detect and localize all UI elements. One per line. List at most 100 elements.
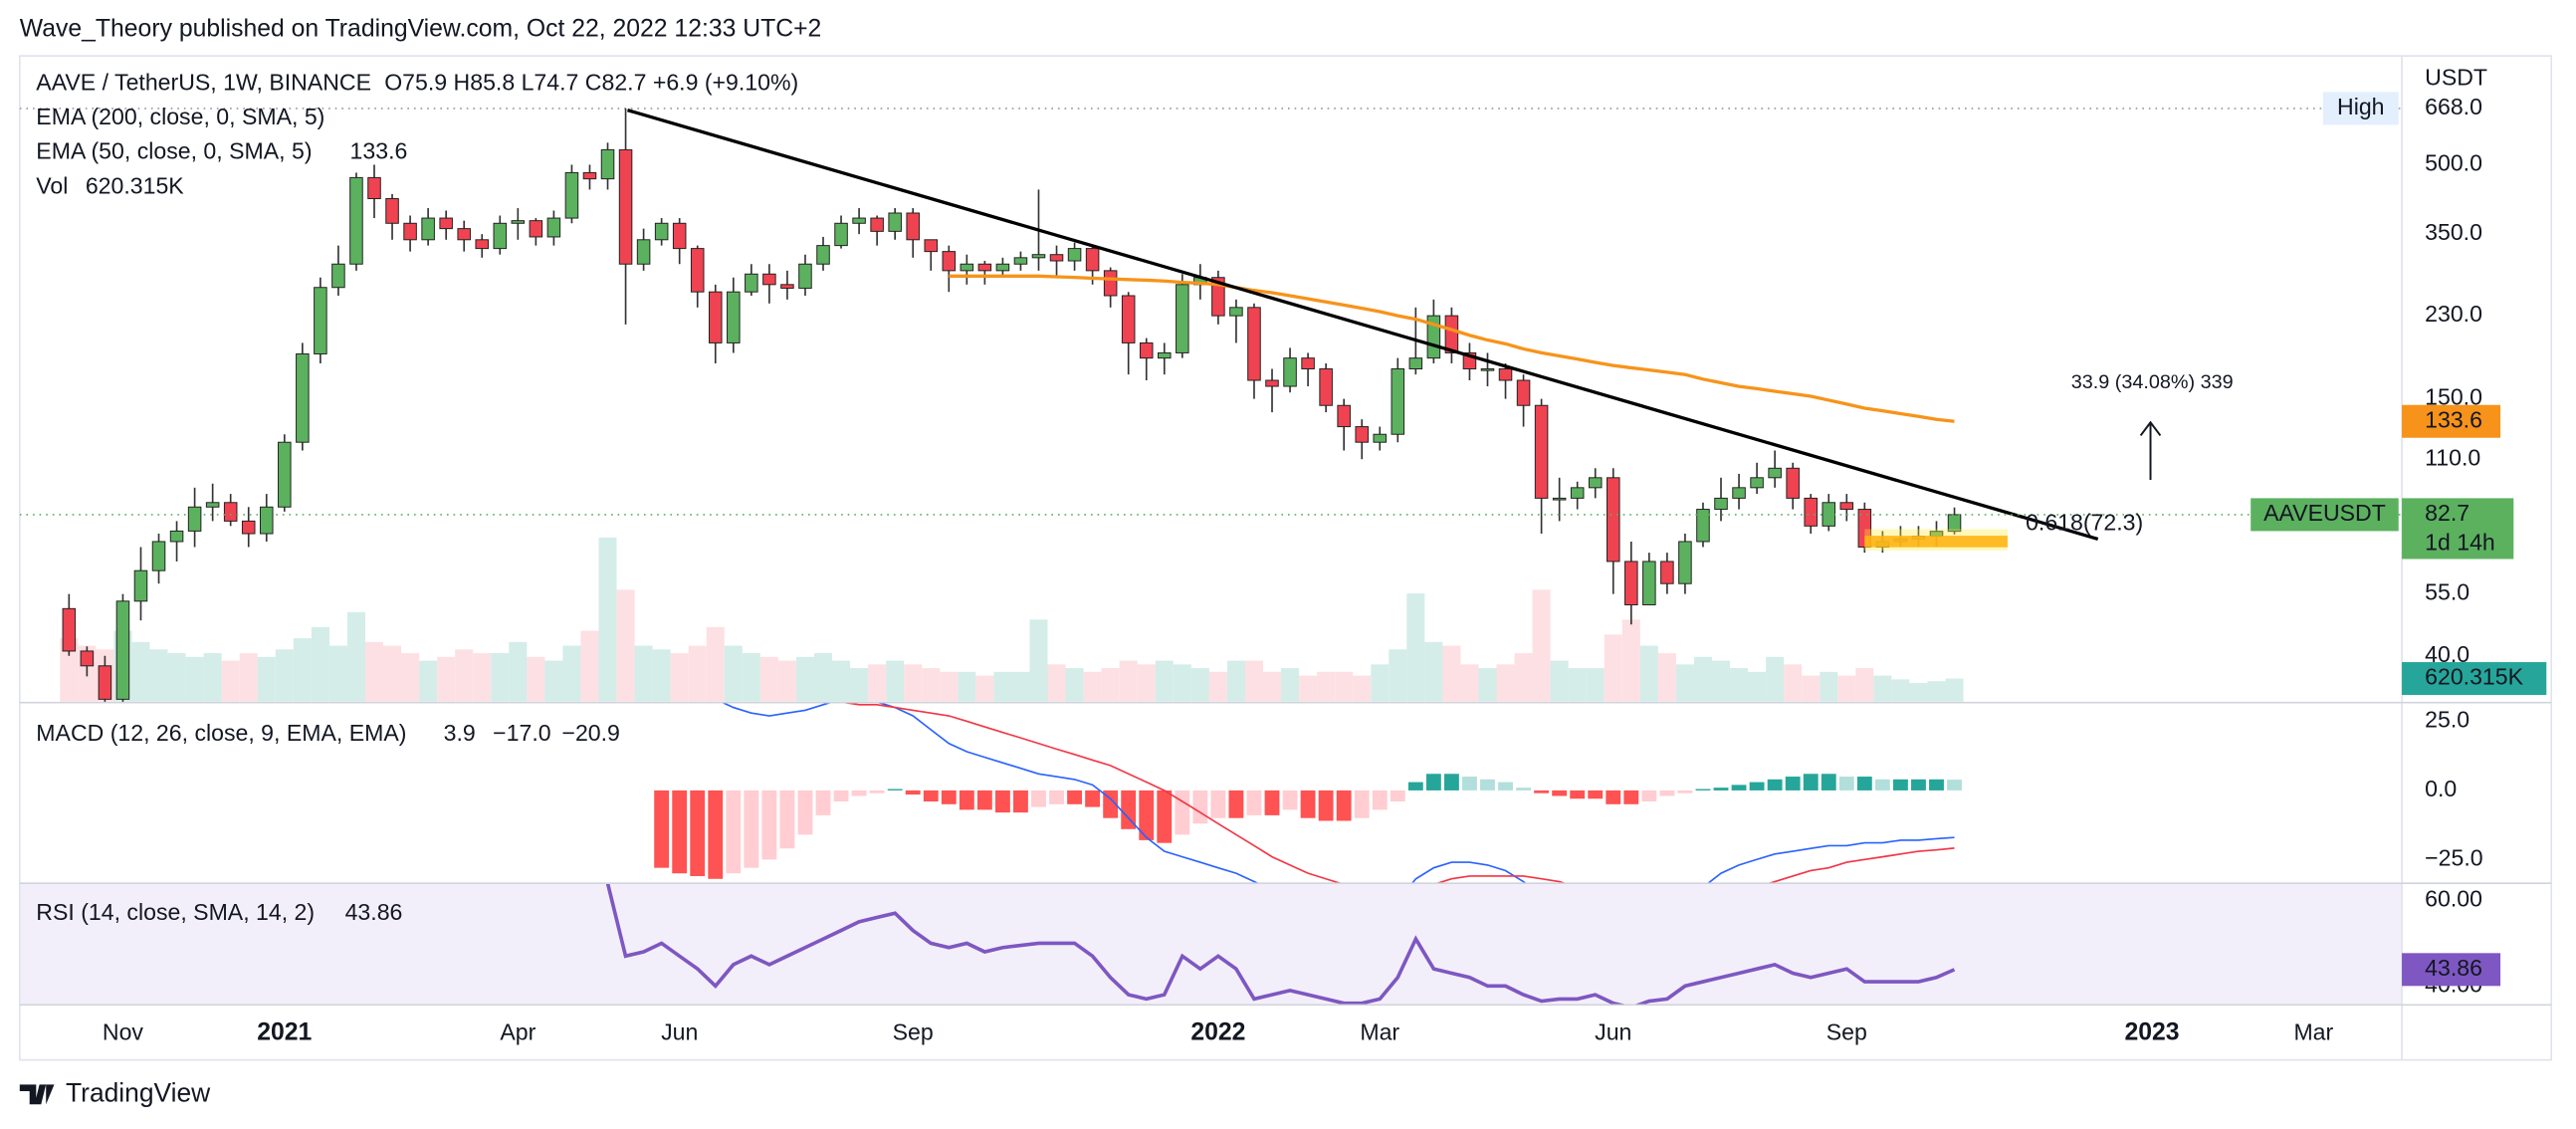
volume-bar <box>922 668 941 702</box>
candle-body <box>1139 341 1154 359</box>
candle-body <box>1660 561 1674 584</box>
macd-histogram-bar <box>797 790 813 835</box>
volume-bar <box>1909 683 1928 702</box>
volume-bar <box>1119 660 1138 702</box>
volume-bar <box>149 649 168 702</box>
candle-body <box>1211 277 1225 317</box>
volume-bar <box>1657 653 1676 702</box>
macd-histogram-bar <box>941 790 957 804</box>
macd-histogram-bar <box>869 790 885 793</box>
ema-badge-label: 133.6 <box>2425 406 2482 432</box>
candle-body <box>1265 379 1279 387</box>
volume-bar <box>1675 664 1694 702</box>
volume-bar <box>203 653 222 702</box>
rsi-badge <box>2402 953 2501 987</box>
volume-bar <box>1532 589 1551 702</box>
candle-body <box>600 148 615 180</box>
y-tick-label: 110.0 <box>2425 444 2480 470</box>
publish-info: Wave_Theory published on TradingView.com… <box>20 15 822 42</box>
candle-body <box>1355 426 1369 443</box>
macd-histogram-bar <box>1552 790 1568 796</box>
volume-badge-label: 620.315K <box>2425 664 2523 690</box>
candle-body <box>1498 368 1513 381</box>
macd-histogram-bar <box>1785 777 1801 790</box>
volume-bar <box>724 645 743 702</box>
candle-body <box>241 520 256 535</box>
volume-bar <box>1244 660 1263 702</box>
macd-tick-label: −25.0 <box>2425 844 2482 870</box>
volume-bar <box>1208 671 1227 702</box>
candle-body <box>1373 433 1388 443</box>
volume-bar <box>832 660 851 702</box>
macd-histogram-bar <box>1103 790 1119 818</box>
candle-body <box>511 220 526 224</box>
volume-bar <box>1730 668 1749 702</box>
macd-histogram-bar <box>1407 782 1423 790</box>
volume-bar <box>311 626 329 702</box>
ema50-value: 133.6 <box>350 138 408 164</box>
volume-bar <box>1065 668 1084 702</box>
macd-histogram-bar <box>1856 777 1872 790</box>
macd-histogram-bar <box>1031 790 1046 807</box>
volume-bar <box>1047 664 1066 702</box>
volume-bar <box>634 645 653 702</box>
chart-frame <box>18 55 2553 1061</box>
macd-histogram-bar <box>1838 777 1854 790</box>
macd-histogram-bar <box>1300 790 1316 818</box>
volume-bar <box>1621 619 1640 702</box>
candle-body <box>205 502 220 508</box>
volume-bar <box>1389 649 1407 702</box>
macd-histogram-bar <box>1767 779 1783 790</box>
candle-body <box>331 263 345 289</box>
volume-bar <box>1173 664 1191 702</box>
candle-body <box>690 248 705 293</box>
volume-bar <box>1299 675 1318 702</box>
x-tick-label: Sep <box>1826 1018 1867 1044</box>
macd-histogram-bar <box>1157 790 1173 843</box>
macd-histogram-bar <box>851 790 867 796</box>
macd-histogram-bar <box>1139 790 1155 840</box>
x-tick-label: Nov <box>103 1018 144 1044</box>
candle-body <box>1588 477 1603 489</box>
volume-bar <box>598 537 617 702</box>
candle-body <box>133 569 148 602</box>
volume-bar <box>1873 675 1892 702</box>
macd-histogram-bar <box>959 790 974 810</box>
macd-histogram-bar <box>994 790 1010 813</box>
candle-body <box>296 352 310 443</box>
macd-histogram-bar <box>1192 790 1208 824</box>
macd-histogram-bar <box>1623 790 1639 804</box>
macd-histogram-bar <box>1498 782 1513 790</box>
volume-bar <box>975 675 994 702</box>
candle-body <box>1732 487 1746 499</box>
volume-bar <box>940 671 959 702</box>
volume-bar <box>958 671 976 702</box>
volume-bar <box>1155 660 1174 702</box>
candle-body <box>1408 357 1423 370</box>
volume-bar <box>131 641 150 702</box>
y-tick-label: 230.0 <box>2425 301 2482 327</box>
volume-bar <box>1837 675 1856 702</box>
volume-bar <box>1460 664 1479 702</box>
volume-bar <box>509 641 528 702</box>
macd-histogram-bar <box>1749 782 1765 790</box>
macd-histogram-bar <box>1588 790 1604 799</box>
candle-body <box>852 217 866 224</box>
candle-body <box>1480 368 1495 371</box>
macd-histogram-bar <box>1480 779 1495 790</box>
volume-bar <box>850 668 869 702</box>
candle-body <box>1049 254 1064 262</box>
x-tick-label: Mar <box>2293 1018 2333 1044</box>
candle-body <box>259 506 274 535</box>
volume-bar <box>813 653 833 702</box>
rsi-background <box>19 884 2403 1005</box>
volume-bar <box>419 660 438 702</box>
x-tick-label: Jun <box>1595 1018 1631 1044</box>
macd-histogram-bar <box>1390 790 1405 802</box>
candle-body <box>385 198 399 224</box>
candle-body <box>1678 541 1692 584</box>
candle-body <box>546 217 561 238</box>
macd-pane <box>654 703 1962 883</box>
rsi-badge-label: 43.86 <box>2425 955 2482 981</box>
